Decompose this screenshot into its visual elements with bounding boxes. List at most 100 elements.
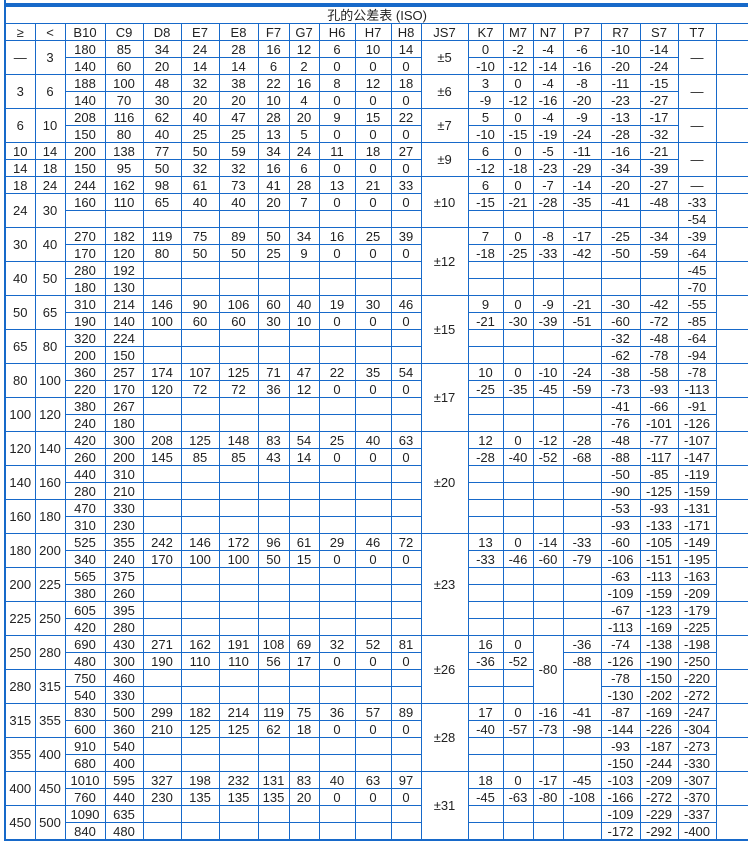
table-cell: 59 bbox=[218, 142, 259, 160]
table-cell: 30 bbox=[142, 91, 182, 109]
table-cell: 0 bbox=[502, 635, 534, 653]
table-cell: 24 bbox=[180, 40, 220, 58]
table-cell: -59 bbox=[562, 380, 602, 398]
table-cell: -12 bbox=[502, 91, 534, 109]
table-cell: 71 bbox=[257, 363, 290, 381]
table-cell bbox=[532, 805, 564, 823]
table-cell: 500 bbox=[104, 703, 144, 721]
table-cell: 400 bbox=[104, 754, 144, 772]
table-cell: -88 bbox=[562, 652, 602, 670]
table-cell: 146 bbox=[142, 295, 182, 313]
table-cell bbox=[502, 397, 534, 415]
table-cell: 20 bbox=[257, 193, 290, 211]
table-cell: 6 bbox=[34, 74, 66, 109]
table-row: 315 355 830 500 299 182 214 119 75 36 57 89 ±28 17 0 -1… bbox=[4, 703, 748, 772]
table-cell: 6 bbox=[318, 40, 356, 58]
table-cell: 13 bbox=[257, 125, 290, 143]
table-cell bbox=[390, 618, 422, 636]
table-cell bbox=[715, 295, 748, 330]
table-cell: -209 bbox=[639, 771, 679, 789]
table-cell bbox=[318, 210, 356, 228]
table-cell: 299 bbox=[142, 703, 182, 721]
table-cell: -144 bbox=[600, 720, 641, 738]
table-cell: 267 bbox=[104, 397, 144, 415]
table-cell: 375 bbox=[104, 567, 144, 585]
table-cell bbox=[142, 567, 182, 585]
table-cell: 380 bbox=[64, 584, 106, 602]
table-cell bbox=[562, 465, 602, 483]
table-cell: 270 bbox=[64, 227, 106, 245]
table-cell: -190 bbox=[639, 652, 679, 670]
table-cell: 330 bbox=[104, 686, 144, 704]
table-cell: -13 bbox=[600, 108, 641, 126]
table-cell: -17 bbox=[639, 108, 679, 126]
table-cell bbox=[562, 805, 602, 823]
table-cell: 119 bbox=[142, 227, 182, 245]
table-cell bbox=[354, 516, 392, 534]
table-cell: 110 bbox=[104, 193, 144, 211]
table-cell: 11 bbox=[318, 142, 356, 160]
table-cell bbox=[532, 499, 564, 517]
table-cell bbox=[218, 210, 259, 228]
table-row: 120 140 420 300 208 125 148 83 54 25 40 63 ±20 12 0 -12… bbox=[4, 431, 748, 534]
table-cell bbox=[532, 737, 564, 755]
table-cell: 635 bbox=[104, 805, 144, 823]
table-cell: 6 bbox=[288, 159, 320, 177]
table-cell: -93 bbox=[600, 516, 641, 534]
table-cell: 50 bbox=[142, 159, 182, 177]
table-cell bbox=[288, 601, 320, 619]
table-cell bbox=[562, 601, 602, 619]
table-cell: -25 bbox=[600, 227, 641, 245]
table-cell: — bbox=[677, 142, 717, 177]
table-cell: 96 bbox=[257, 533, 290, 551]
table-row: 840 480 -172 -292 -400 bbox=[5, 822, 748, 841]
table-cell: -108 bbox=[562, 788, 602, 806]
table-row: 140 160 440 310 -50 -85 -119 bbox=[4, 465, 748, 500]
table-cell bbox=[502, 516, 534, 534]
column-header: G7 bbox=[288, 23, 320, 41]
table-cell bbox=[532, 601, 564, 619]
table-cell: 320 bbox=[64, 329, 106, 347]
table-cell: -63 bbox=[502, 788, 534, 806]
table-cell bbox=[142, 329, 182, 347]
table-cell: 1010 bbox=[64, 771, 106, 789]
table-cell: 480 bbox=[104, 822, 144, 841]
table-cell: -45 bbox=[467, 788, 504, 806]
table-cell bbox=[502, 686, 534, 704]
table-cell: 72 bbox=[180, 380, 220, 398]
table-cell: 140 bbox=[4, 465, 36, 500]
table-cell: -16 bbox=[600, 142, 641, 160]
table-cell: 34 bbox=[257, 142, 290, 160]
table-cell: 0 bbox=[354, 550, 392, 568]
table-cell: — bbox=[677, 74, 717, 109]
table-cell: 30 bbox=[4, 227, 36, 262]
table-cell: -304 bbox=[677, 720, 717, 738]
table-cell: -16 bbox=[562, 57, 602, 75]
table-cell: 460 bbox=[104, 669, 144, 687]
table-cell: 200 bbox=[64, 142, 106, 160]
table-cell: 440 bbox=[64, 465, 106, 483]
table-cell bbox=[318, 669, 356, 687]
table-cell bbox=[532, 516, 564, 534]
table-cell: 230 bbox=[142, 788, 182, 806]
table-cell: 220 bbox=[64, 380, 106, 398]
table-cell: 680 bbox=[64, 754, 106, 772]
table-cell bbox=[218, 397, 259, 415]
table-cell: 10 bbox=[467, 363, 504, 381]
table-cell bbox=[288, 516, 320, 534]
table-cell: 6 bbox=[257, 57, 290, 75]
table-cell: -53 bbox=[600, 499, 641, 517]
table-cell bbox=[180, 465, 220, 483]
table-cell: 61 bbox=[180, 176, 220, 194]
table-cell bbox=[142, 499, 182, 517]
table-cell bbox=[218, 822, 259, 841]
table-cell bbox=[502, 329, 534, 347]
table-cell: -8 bbox=[562, 74, 602, 92]
table-cell bbox=[354, 618, 392, 636]
table-cell: 9 bbox=[467, 295, 504, 313]
table-cell: 40 bbox=[218, 193, 259, 211]
table-cell bbox=[715, 499, 748, 534]
table-row: 140 60 20 14 14 6 2 0 0 0 -10 -12 -14 -16 -20 -24 bbox=[5, 57, 748, 75]
table-cell: 18 bbox=[467, 771, 504, 789]
table-cell: -35 bbox=[562, 193, 602, 211]
